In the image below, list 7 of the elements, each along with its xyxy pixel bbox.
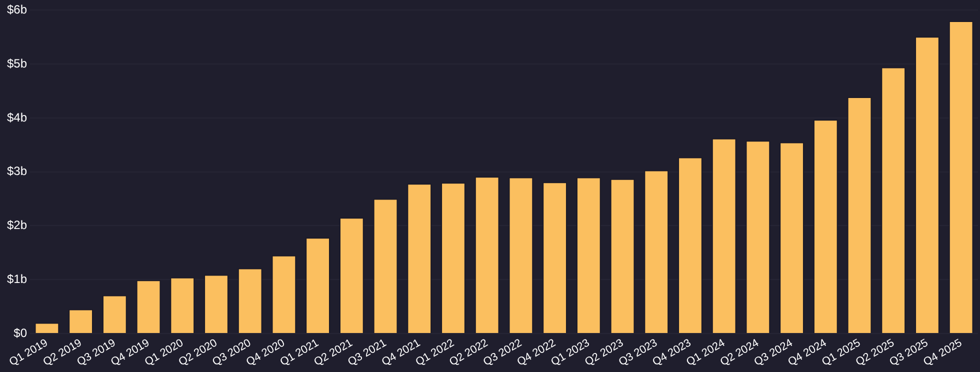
y-tick-label: $3b [6,164,28,178]
y-tick-label: $2b [6,218,28,232]
y-tick-label: $5b [6,56,28,70]
y-tick-label: $1b [6,272,28,286]
y-tick-label: $4b [6,110,28,124]
y-tick-label: $0 [14,326,28,340]
y-tick-label: $6b [6,2,28,17]
